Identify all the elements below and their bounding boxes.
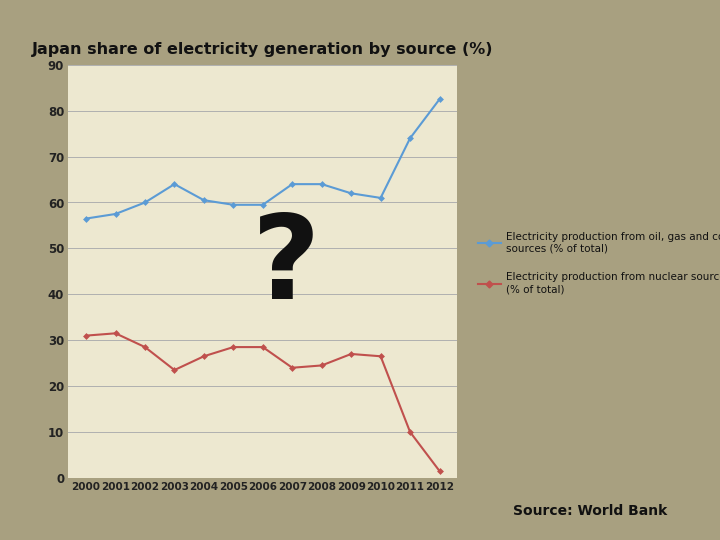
Text: Source: World Bank: Source: World Bank [513, 504, 667, 518]
Legend: Electricity production from oil, gas and coal
sources (% of total), Electricity : Electricity production from oil, gas and… [478, 232, 720, 294]
Text: ?: ? [252, 210, 320, 324]
Title: Japan share of electricity generation by source (%): Japan share of electricity generation by… [32, 42, 493, 57]
